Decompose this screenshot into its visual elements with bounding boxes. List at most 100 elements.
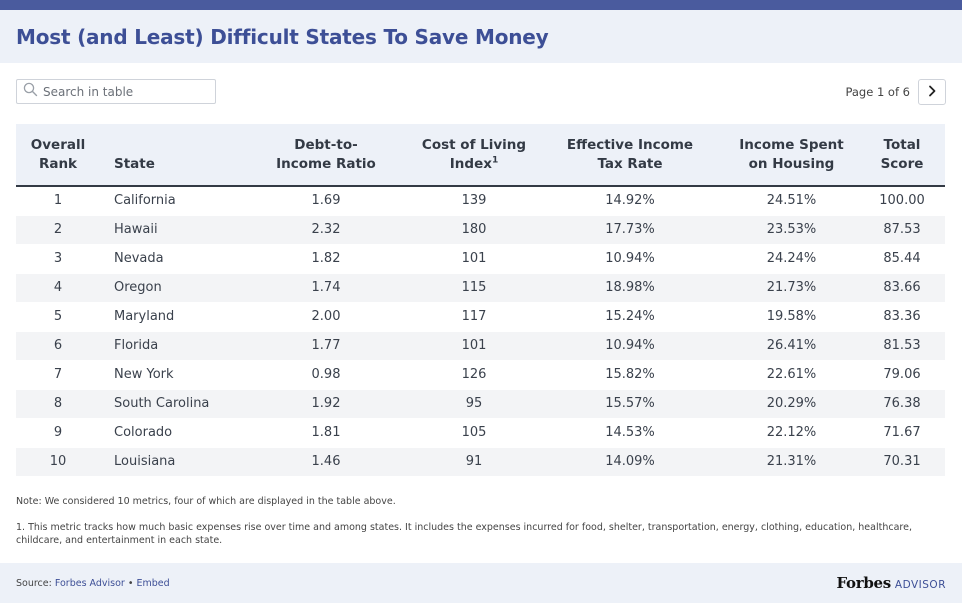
cell-tax-rate: 17.73% (536, 215, 724, 245)
column-header-line2: Index (449, 155, 492, 172)
table-row: 7 New York 0.98 126 15.82% 22.61% 79.06 (16, 360, 945, 390)
table-row: 10 Louisiana 1.46 91 14.09% 21.31% 70.31 (16, 447, 945, 477)
cell-cost-of-living: 115 (412, 273, 536, 303)
cell-rank: 8 (16, 389, 100, 419)
column-header-debt-to-income: Debt-to- Income Ratio (240, 124, 412, 187)
cell-state: Oregon (100, 273, 240, 303)
cell-housing: 24.51% (724, 186, 859, 216)
cell-tax-rate: 10.94% (536, 244, 724, 274)
cell-rank: 6 (16, 331, 100, 361)
cell-housing: 24.24% (724, 244, 859, 274)
table-header-row: Overall Rank State Debt-to- Income Ratio Cost… (16, 124, 945, 187)
source-line: Source: Forbes Advisor • Embed (16, 578, 170, 589)
column-header-rank: Overall Rank (16, 124, 100, 187)
cell-state: Louisiana (100, 447, 240, 477)
cell-total-score: 71.67 (859, 418, 945, 448)
cell-cost-of-living: 117 (412, 302, 536, 332)
footnote-marker: 1 (491, 155, 499, 165)
cell-housing: 19.58% (724, 302, 859, 332)
cell-tax-rate: 10.94% (536, 331, 724, 361)
source-link[interactable]: Forbes Advisor (54, 577, 125, 589)
cell-cost-of-living: 91 (412, 447, 536, 477)
cell-debt-to-income: 1.69 (240, 186, 412, 216)
cell-rank: 1 (16, 186, 100, 216)
cell-debt-to-income: 1.81 (240, 418, 412, 448)
cell-rank: 5 (16, 302, 100, 332)
search-input[interactable] (43, 84, 203, 99)
cell-housing: 22.12% (724, 418, 859, 448)
table-controls: Page 1 of 6 (16, 79, 946, 105)
cell-debt-to-income: 0.98 (240, 360, 412, 390)
cell-total-score: 85.44 (859, 244, 945, 274)
cell-state: Colorado (100, 418, 240, 448)
cell-rank: 7 (16, 360, 100, 390)
footnote: 1. This metric tracks how much basic exp… (16, 522, 912, 546)
cell-cost-of-living: 101 (412, 331, 536, 361)
table-body: 1 California 1.69 139 14.92% 24.51% 100.00 2 Haw… (16, 186, 945, 477)
cell-rank: 2 (16, 215, 100, 245)
cell-cost-of-living: 95 (412, 389, 536, 419)
chevron-right-icon (927, 85, 937, 100)
column-header-cost-of-living: Cost of Living Index1 (412, 124, 536, 187)
next-page-button[interactable] (918, 79, 946, 105)
column-header-line2: State (114, 155, 155, 172)
table-row: 9 Colorado 1.81 105 14.53% 22.12% 71.67 (16, 418, 945, 448)
table-row: 5 Maryland 2.00 117 15.24% 19.58% 83.36 (16, 302, 945, 332)
forbes-advisor-logo: Forbes ADVISOR (836, 574, 946, 592)
pagination: Page 1 of 6 (845, 79, 946, 105)
column-header-line1: Total (883, 136, 921, 153)
column-header-line2: Tax Rate (597, 155, 663, 172)
cell-rank: 9 (16, 418, 100, 448)
table-row: 6 Florida 1.77 101 10.94% 26.41% 81.53 (16, 331, 945, 361)
cell-tax-rate: 14.09% (536, 447, 724, 477)
table-row: 2 Hawaii 2.32 180 17.73% 23.53% 87.53 (16, 215, 945, 245)
cell-debt-to-income: 2.32 (240, 215, 412, 245)
column-header-state: State (100, 124, 240, 187)
cell-housing: 22.61% (724, 360, 859, 390)
cell-debt-to-income: 1.92 (240, 389, 412, 419)
cell-tax-rate: 15.57% (536, 389, 724, 419)
logo-forbes: Forbes (836, 574, 891, 592)
cell-tax-rate: 15.82% (536, 360, 724, 390)
cell-state: South Carolina (100, 389, 240, 419)
cell-state: California (100, 186, 240, 216)
table-row: 8 South Carolina 1.92 95 15.57% 20.29% 76.38 (16, 389, 945, 419)
source-separator: • (124, 577, 137, 589)
cell-tax-rate: 14.53% (536, 418, 724, 448)
cell-state: Hawaii (100, 215, 240, 245)
data-table-container: Overall Rank State Debt-to- Income Ratio Cost… (16, 124, 945, 477)
cell-tax-rate: 18.98% (536, 273, 724, 303)
logo-advisor: ADVISOR (894, 579, 946, 591)
cell-total-score: 87.53 (859, 215, 945, 245)
column-header-housing: Income Spent on Housing (724, 124, 859, 187)
cell-cost-of-living: 180 (412, 215, 536, 245)
page-indicator: Page 1 of 6 (845, 85, 910, 99)
embed-link[interactable]: Embed (136, 577, 170, 589)
cell-cost-of-living: 105 (412, 418, 536, 448)
cell-rank: 4 (16, 273, 100, 303)
column-header-line2: Rank (38, 155, 78, 172)
column-header-line1: Income Spent (739, 136, 844, 153)
table-row: 4 Oregon 1.74 115 18.98% 21.73% 83.66 (16, 273, 945, 303)
cell-total-score: 83.66 (859, 273, 945, 303)
column-header-line1: Overall (30, 136, 86, 153)
cell-cost-of-living: 126 (412, 360, 536, 390)
data-table: Overall Rank State Debt-to- Income Ratio Cost… (16, 124, 945, 477)
cell-total-score: 76.38 (859, 389, 945, 419)
cell-debt-to-income: 1.77 (240, 331, 412, 361)
cell-housing: 21.31% (724, 447, 859, 477)
cell-state: Nevada (100, 244, 240, 274)
cell-total-score: 70.31 (859, 447, 945, 477)
cell-tax-rate: 14.92% (536, 186, 724, 216)
page-title: Most (and Least) Difficult States To Sav… (16, 24, 549, 49)
cell-state: New York (100, 360, 240, 390)
table-note: Note: We considered 10 metrics, four of … (16, 496, 396, 507)
cell-rank: 3 (16, 244, 100, 274)
cell-debt-to-income: 1.74 (240, 273, 412, 303)
column-header-line2: Income Ratio (276, 155, 376, 172)
cell-housing: 21.73% (724, 273, 859, 303)
cell-debt-to-income: 1.46 (240, 447, 412, 477)
search-box[interactable] (16, 79, 216, 104)
cell-total-score: 83.36 (859, 302, 945, 332)
top-accent-bar (0, 0, 962, 10)
